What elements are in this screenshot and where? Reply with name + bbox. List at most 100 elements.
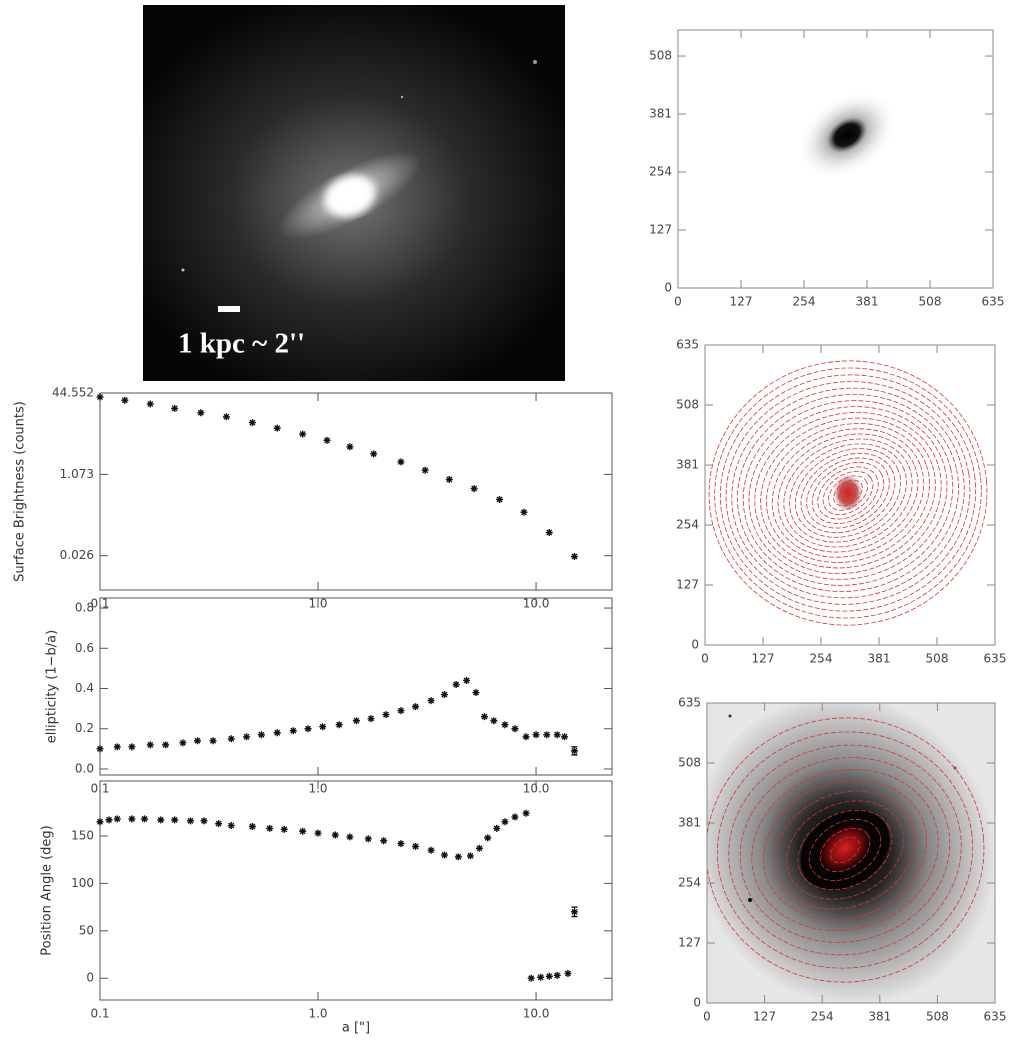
y-tick-label: 508 <box>649 49 672 63</box>
x-tick-label: 635 <box>982 295 1005 309</box>
isophote <box>766 423 930 563</box>
data-point <box>475 844 483 852</box>
data-point <box>227 735 235 743</box>
y-tick-label: 127 <box>649 223 672 237</box>
image-panel-1 <box>678 30 993 288</box>
data-point <box>472 689 480 697</box>
x-tick-label: 508 <box>926 1010 949 1024</box>
data-point <box>113 815 121 823</box>
plot-frame <box>706 702 996 1004</box>
data-point <box>215 820 223 828</box>
isophote <box>786 800 904 900</box>
data-point <box>412 842 420 850</box>
isophote <box>742 400 954 586</box>
data-point <box>266 824 274 832</box>
data-point <box>346 443 354 451</box>
y-tick-label: 0 <box>693 996 701 1010</box>
data-point <box>380 837 388 845</box>
isophote <box>774 790 916 910</box>
data-point <box>304 725 312 733</box>
data-point <box>248 823 256 831</box>
isophote <box>838 484 858 502</box>
data-point <box>543 731 551 739</box>
data-point <box>179 739 187 747</box>
plot-frame <box>704 344 996 646</box>
y-tick-label: 0.2 <box>75 721 94 735</box>
data-point <box>186 817 194 825</box>
isophote <box>808 819 882 881</box>
data-point <box>146 400 154 408</box>
x-tick-label: 381 <box>868 652 891 666</box>
x-tick-label: 0 <box>703 1010 711 1024</box>
y-tick-label: 0 <box>691 638 699 652</box>
data-point <box>96 393 104 401</box>
data-point <box>146 741 154 749</box>
x-tick-label: 381 <box>868 1010 891 1024</box>
data-point <box>511 725 519 733</box>
x-tick-label: 254 <box>810 652 833 666</box>
data-point <box>222 413 230 421</box>
data-point <box>553 971 561 979</box>
isophote <box>748 406 948 580</box>
x-tick-label: 127 <box>753 1010 776 1024</box>
data-point <box>248 419 256 427</box>
isophote <box>760 417 936 569</box>
x-tick-label: 254 <box>811 1010 834 1024</box>
data-point <box>397 458 405 466</box>
data-point <box>335 721 343 729</box>
data-point <box>466 852 474 860</box>
data-point <box>128 743 136 751</box>
scale-bar <box>218 306 240 312</box>
data-point <box>346 833 354 841</box>
data-point <box>496 496 504 504</box>
data-point <box>427 846 435 854</box>
data-point <box>452 680 460 688</box>
y-tick-label: 0.6 <box>75 641 94 655</box>
data-point <box>323 436 331 444</box>
y-tick-label: 1.073 <box>60 467 94 481</box>
x-tick-label: 0.1 <box>90 1007 109 1021</box>
y-tick-label: 127 <box>678 936 701 950</box>
y-tick-label: 100 <box>71 876 94 890</box>
y-tick-label: 0.8 <box>75 601 94 615</box>
x-tick-label: 635 <box>984 652 1007 666</box>
y-tick-label: 508 <box>678 756 701 770</box>
data-point <box>227 822 235 830</box>
data-point <box>480 713 488 721</box>
data-point <box>364 835 372 843</box>
y-tick-label: 508 <box>676 398 699 412</box>
isophote <box>763 780 927 920</box>
data-point <box>382 711 390 719</box>
y-tick-label: 254 <box>676 518 699 532</box>
plot-frame <box>99 392 613 591</box>
isophote <box>725 381 971 605</box>
x-tick-label: 0 <box>674 295 682 309</box>
data-point <box>454 853 462 861</box>
data-point <box>560 733 568 741</box>
isophote <box>811 462 885 524</box>
y-tick-label: 0.4 <box>75 681 94 695</box>
isophote <box>806 457 890 529</box>
data-point <box>545 972 553 980</box>
data-point <box>200 817 208 825</box>
isophote <box>731 387 965 599</box>
data-point <box>331 831 339 839</box>
y-tick-label: 44.552 <box>52 386 94 400</box>
data-point <box>352 717 360 725</box>
data-point <box>113 743 121 751</box>
data-point <box>257 731 265 739</box>
plot-frame <box>99 780 613 1001</box>
isophote <box>751 769 939 931</box>
scale-label: 1 kpc ~ 2'' <box>178 328 305 360</box>
x-tick-label: 508 <box>919 295 942 309</box>
data-point <box>121 396 129 404</box>
data-point <box>412 703 420 711</box>
y-tick-label: 381 <box>678 816 701 830</box>
y-tick-label: 381 <box>676 458 699 472</box>
data-point <box>280 825 288 833</box>
data-point <box>553 731 561 739</box>
y-tick-label: 150 <box>71 828 94 842</box>
y-tick-label: 50 <box>79 923 94 937</box>
isophote <box>830 836 860 864</box>
y-tick-label: 0 <box>664 281 672 295</box>
